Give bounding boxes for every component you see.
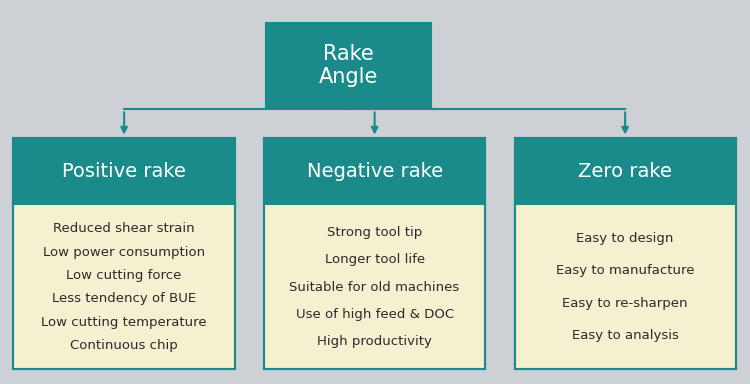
Text: Positive rake: Positive rake: [62, 162, 186, 181]
FancyBboxPatch shape: [266, 23, 431, 108]
Text: Continuous chip: Continuous chip: [70, 339, 178, 352]
Text: Less tendency of BUE: Less tendency of BUE: [52, 292, 196, 305]
Text: Easy to analysis: Easy to analysis: [572, 329, 679, 343]
Text: Reduced shear strain: Reduced shear strain: [53, 222, 195, 235]
Text: High productivity: High productivity: [317, 335, 432, 348]
FancyBboxPatch shape: [514, 138, 736, 369]
Text: Easy to manufacture: Easy to manufacture: [556, 264, 694, 277]
FancyBboxPatch shape: [264, 138, 485, 205]
Text: Low cutting temperature: Low cutting temperature: [41, 316, 207, 328]
Text: Suitable for old machines: Suitable for old machines: [290, 281, 460, 293]
Text: Low power consumption: Low power consumption: [43, 246, 206, 258]
FancyBboxPatch shape: [13, 138, 235, 369]
Text: Rake
Angle: Rake Angle: [319, 44, 379, 87]
Text: Low cutting force: Low cutting force: [67, 269, 182, 282]
FancyBboxPatch shape: [514, 138, 736, 205]
Text: Zero rake: Zero rake: [578, 162, 672, 181]
FancyBboxPatch shape: [264, 138, 485, 369]
FancyBboxPatch shape: [13, 138, 235, 205]
Text: Easy to re-sharpen: Easy to re-sharpen: [562, 297, 688, 310]
Text: Use of high feed & DOC: Use of high feed & DOC: [296, 308, 454, 321]
Text: Longer tool life: Longer tool life: [325, 253, 424, 266]
Text: Easy to design: Easy to design: [577, 232, 674, 245]
Text: Negative rake: Negative rake: [307, 162, 442, 181]
Text: Strong tool tip: Strong tool tip: [327, 226, 422, 239]
